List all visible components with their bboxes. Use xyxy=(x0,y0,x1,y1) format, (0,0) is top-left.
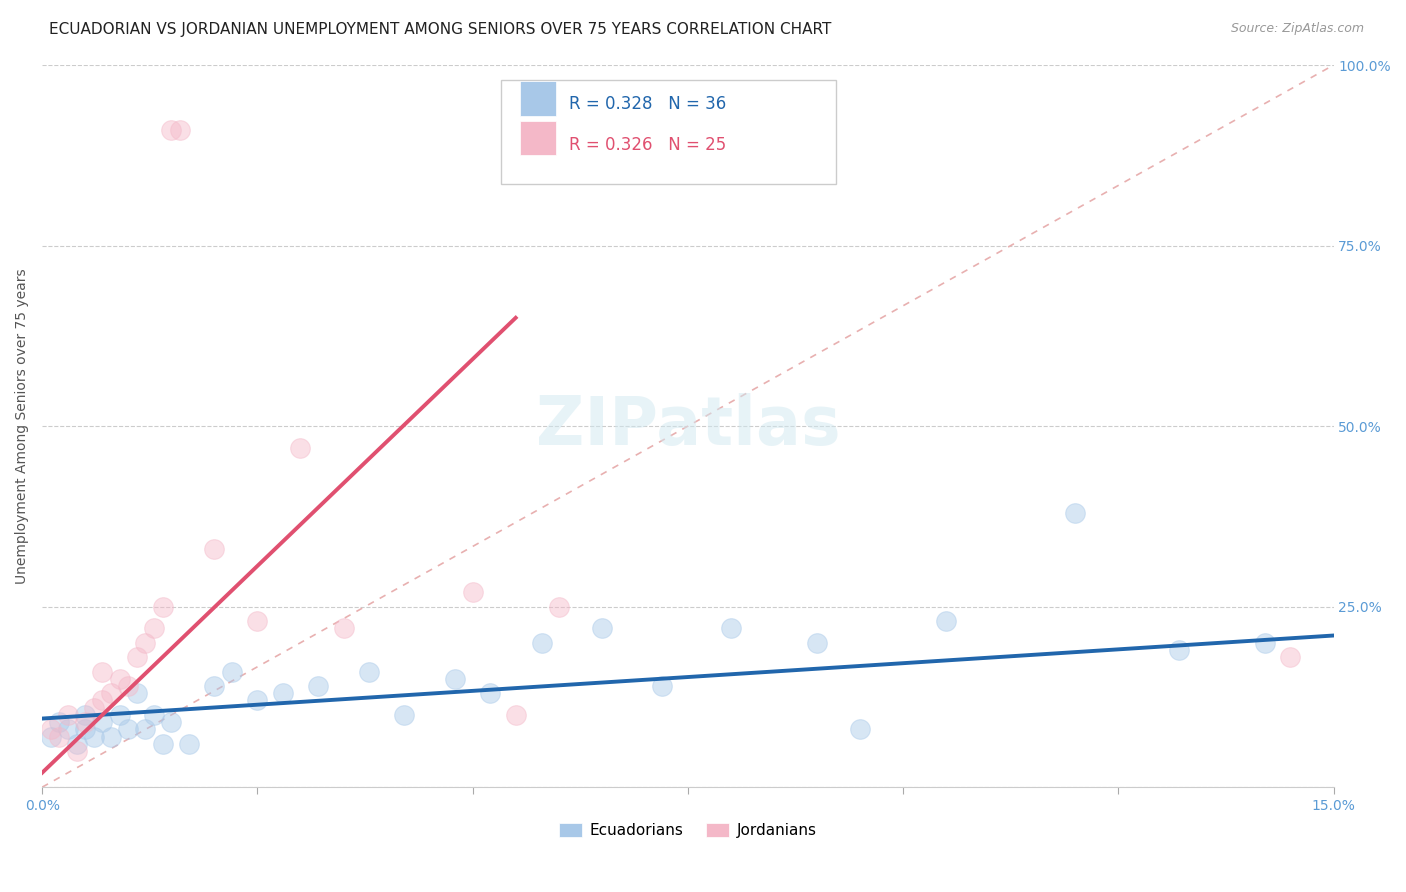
Point xyxy=(66,737,89,751)
Point xyxy=(720,621,742,635)
Point xyxy=(246,614,269,628)
Point xyxy=(91,693,114,707)
Text: R = 0.326   N = 25: R = 0.326 N = 25 xyxy=(569,136,727,153)
Point xyxy=(935,614,957,628)
Point xyxy=(591,621,613,635)
Point xyxy=(221,665,243,679)
Point xyxy=(100,730,122,744)
FancyBboxPatch shape xyxy=(520,120,557,155)
Point xyxy=(461,585,484,599)
Point xyxy=(117,723,139,737)
Point xyxy=(100,686,122,700)
Point xyxy=(48,715,70,730)
Point xyxy=(66,744,89,758)
Legend: Ecuadorians, Jordanians: Ecuadorians, Jordanians xyxy=(553,817,823,845)
Point xyxy=(359,665,381,679)
Point xyxy=(392,708,415,723)
Point xyxy=(48,730,70,744)
Point xyxy=(75,708,97,723)
Point xyxy=(83,700,105,714)
Point xyxy=(75,715,97,730)
Point xyxy=(290,441,312,455)
Point xyxy=(39,730,62,744)
Point xyxy=(307,679,329,693)
Point xyxy=(1167,643,1189,657)
Point xyxy=(505,708,527,723)
Point xyxy=(160,123,183,137)
Point xyxy=(271,686,294,700)
Text: Source: ZipAtlas.com: Source: ZipAtlas.com xyxy=(1230,22,1364,36)
Point xyxy=(134,723,156,737)
Point xyxy=(91,665,114,679)
Point xyxy=(1279,650,1302,665)
Point xyxy=(246,693,269,707)
Point xyxy=(125,686,148,700)
Point xyxy=(91,715,114,730)
Point xyxy=(152,737,174,751)
Point xyxy=(117,679,139,693)
Point xyxy=(75,723,97,737)
Point xyxy=(478,686,501,700)
Point xyxy=(177,737,200,751)
Point xyxy=(1253,636,1275,650)
Point xyxy=(143,621,166,635)
Point xyxy=(108,708,131,723)
Point xyxy=(849,723,872,737)
Point xyxy=(202,541,225,556)
Text: R = 0.328   N = 36: R = 0.328 N = 36 xyxy=(569,95,727,113)
Point xyxy=(1064,506,1087,520)
Point xyxy=(56,708,79,723)
Point xyxy=(125,650,148,665)
Point xyxy=(202,679,225,693)
Point xyxy=(134,636,156,650)
Point xyxy=(806,636,828,650)
Point xyxy=(160,715,183,730)
Text: ZIPatlas: ZIPatlas xyxy=(536,393,841,459)
FancyBboxPatch shape xyxy=(520,81,557,116)
Point xyxy=(39,723,62,737)
Y-axis label: Unemployment Among Seniors over 75 years: Unemployment Among Seniors over 75 years xyxy=(15,268,30,584)
Point xyxy=(444,672,467,686)
Point xyxy=(83,730,105,744)
Point xyxy=(56,723,79,737)
Point xyxy=(651,679,673,693)
Point xyxy=(108,672,131,686)
FancyBboxPatch shape xyxy=(501,79,837,185)
Point xyxy=(332,621,354,635)
Point xyxy=(547,599,569,614)
Point xyxy=(530,636,553,650)
Text: ECUADORIAN VS JORDANIAN UNEMPLOYMENT AMONG SENIORS OVER 75 YEARS CORRELATION CHA: ECUADORIAN VS JORDANIAN UNEMPLOYMENT AMO… xyxy=(49,22,831,37)
Point xyxy=(152,599,174,614)
Point xyxy=(169,123,191,137)
Point xyxy=(143,708,166,723)
